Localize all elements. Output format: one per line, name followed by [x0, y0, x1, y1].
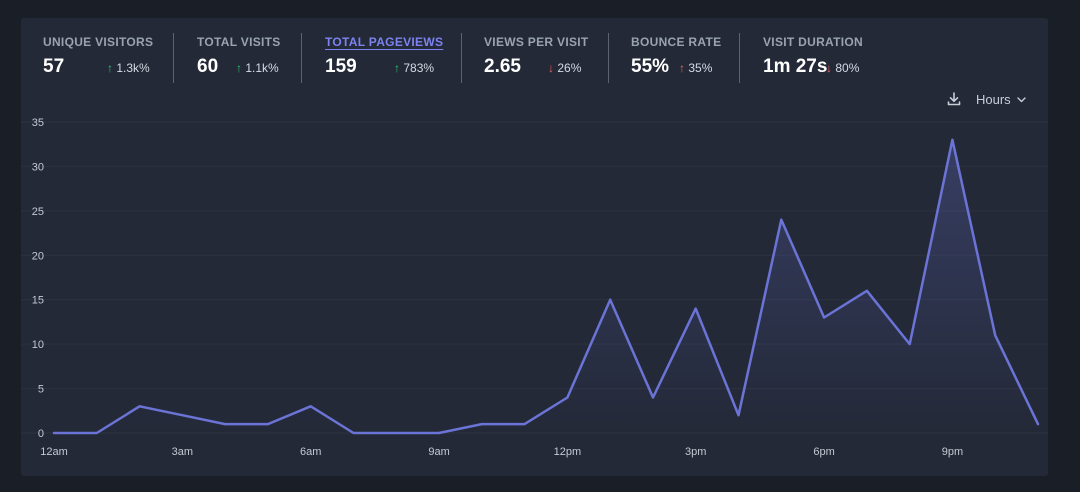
- x-tick-label: 12am: [40, 446, 68, 458]
- divider: [608, 33, 609, 83]
- stat-change-value: 35%: [688, 61, 713, 75]
- x-tick-label: 9am: [428, 446, 449, 458]
- data-point[interactable]: [907, 342, 912, 347]
- y-tick-label: 10: [32, 339, 44, 351]
- stat-change-value: 1.3k%: [116, 61, 150, 75]
- stat-value: 57: [43, 56, 65, 77]
- x-tick-label: 9pm: [942, 446, 963, 458]
- divider: [461, 33, 462, 83]
- data-point[interactable]: [223, 422, 228, 427]
- data-point[interactable]: [394, 431, 399, 436]
- stat-change-value: 1.1k%: [245, 61, 279, 75]
- data-point[interactable]: [351, 431, 356, 436]
- interval-label: Hours: [976, 92, 1011, 107]
- arrow-up-icon: ↑: [679, 61, 685, 75]
- x-tick-label: 3am: [172, 446, 193, 458]
- top-stats-bar: UNIQUE VISITORS 57 ↑ 1.3k% TOTAL VISITS …: [21, 18, 1048, 90]
- stat-label: VIEWS PER VISIT: [484, 35, 589, 49]
- y-tick-label: 0: [38, 428, 44, 440]
- stat-change: ↑ 1.3k%: [107, 61, 150, 75]
- stat-value: 1m 27s: [763, 56, 828, 77]
- stat-change-value: 80%: [835, 61, 860, 75]
- data-point[interactable]: [608, 297, 613, 302]
- stat-label: TOTAL VISITS: [197, 35, 281, 49]
- data-point[interactable]: [522, 422, 527, 427]
- stat-value: 55%: [631, 56, 670, 77]
- pageviews-chart: 0 5 10 15 20 25 30 35 12am 3am 6am 9am 12pm 3pm 6pm 9p…: [21, 117, 1048, 458]
- data-point[interactable]: [993, 333, 998, 338]
- data-point[interactable]: [950, 137, 955, 142]
- data-point[interactable]: [693, 306, 698, 311]
- stat-change-value: 783%: [403, 61, 435, 75]
- interval-selector[interactable]: Hours: [976, 91, 1026, 109]
- data-point[interactable]: [479, 422, 484, 427]
- stat-change: ↑ 1.1k%: [236, 61, 279, 75]
- data-point[interactable]: [822, 315, 827, 320]
- x-tick-label: 3pm: [685, 446, 706, 458]
- chevron-down-icon: [1016, 91, 1026, 106]
- arrow-up-icon: ↑: [107, 61, 113, 75]
- stat-value: 2.65: [484, 56, 521, 77]
- y-tick-label: 15: [32, 295, 44, 307]
- data-point[interactable]: [308, 404, 313, 409]
- stat-label: TOTAL PAGEVIEWS: [325, 35, 444, 49]
- arrow-up-icon: ↑: [394, 61, 400, 75]
- data-point[interactable]: [1036, 422, 1041, 427]
- data-point[interactable]: [180, 413, 185, 418]
- y-axis: 0 5 10 15 20 25 30 35: [32, 117, 44, 440]
- download-button[interactable]: [946, 91, 962, 107]
- arrow-up-icon: ↑: [236, 61, 242, 75]
- x-tick-label: 6am: [300, 446, 321, 458]
- stat-value: 159: [325, 56, 357, 77]
- data-point[interactable]: [736, 413, 741, 418]
- stat-label: BOUNCE RATE: [631, 35, 722, 49]
- data-point[interactable]: [565, 395, 570, 400]
- stat-change-value: 26%: [557, 61, 582, 75]
- divider: [173, 33, 174, 83]
- stat-change: ↑ 783%: [394, 61, 434, 75]
- download-icon: [947, 92, 961, 106]
- x-tick-label: 12pm: [554, 446, 582, 458]
- series-line: [52, 138, 1040, 435]
- y-tick-label: 20: [32, 250, 44, 262]
- data-point[interactable]: [779, 217, 784, 222]
- data-point[interactable]: [437, 431, 442, 436]
- arrow-down-icon: ↓: [548, 61, 554, 75]
- data-point[interactable]: [265, 422, 270, 427]
- y-tick-label: 30: [32, 161, 44, 173]
- data-point[interactable]: [94, 431, 99, 436]
- stat-change: ↑ 35%: [679, 61, 712, 75]
- stat-change: ↓ 26%: [548, 61, 581, 75]
- y-tick-label: 5: [38, 384, 44, 396]
- y-tick-label: 25: [32, 206, 44, 218]
- x-axis: 12am 3am 6am 9am 12pm 3pm 6pm 9pm: [40, 446, 963, 458]
- stats-panel: UNIQUE VISITORS 57 ↑ 1.3k% TOTAL VISITS …: [21, 18, 1048, 476]
- stat-value: 60: [197, 56, 219, 77]
- y-tick-label: 35: [32, 117, 44, 129]
- x-tick-label: 6pm: [813, 446, 834, 458]
- stat-label: VISIT DURATION: [763, 35, 863, 49]
- stat-change: ↓ 80%: [826, 61, 859, 75]
- divider: [301, 33, 302, 83]
- data-point[interactable]: [864, 288, 869, 293]
- series-area: [54, 139, 1038, 434]
- stat-label: UNIQUE VISITORS: [43, 35, 154, 49]
- arrow-down-icon: ↓: [826, 61, 832, 75]
- data-point[interactable]: [650, 395, 655, 400]
- divider: [739, 33, 740, 83]
- data-point[interactable]: [52, 431, 57, 436]
- data-point[interactable]: [137, 404, 142, 409]
